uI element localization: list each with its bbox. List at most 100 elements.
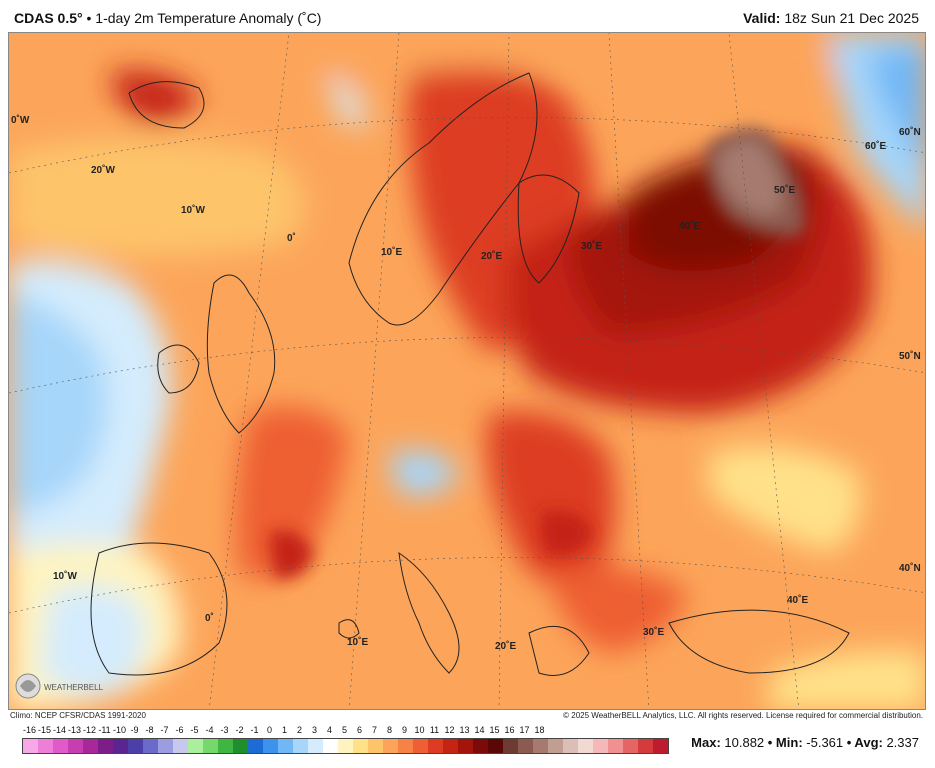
parallel-line: [9, 117, 925, 174]
weatherbell-logo: WEATHERBELL: [12, 668, 108, 704]
colorbar-tick-label: -7: [160, 725, 169, 735]
colorbar-swatch: [278, 739, 293, 753]
colorbar-tick-label: -13: [67, 725, 82, 735]
colorbar-tick-label: 5: [341, 725, 348, 735]
colorbar-swatch: [518, 739, 533, 753]
copyright-notice: © 2025 WeatherBELL Analytics, LLC. All r…: [563, 711, 923, 720]
colorbar-tick-label: 14: [474, 725, 485, 735]
lon-label: 30˚E: [581, 240, 602, 252]
colorbar-tick-label: 9: [401, 725, 408, 735]
parallel-line: [9, 337, 925, 394]
colorbar-swatch: [653, 739, 668, 753]
colorbar-tick-label: -8: [145, 725, 154, 735]
colorbar-tick-label: -12: [82, 725, 97, 735]
climo-credit: Climo: NCEP CFSR/CDAS 1991-2020: [10, 711, 146, 720]
colorbar-tick-label: -2: [235, 725, 244, 735]
colorbar-swatch: [38, 739, 53, 753]
iceland-outline: [128, 81, 205, 129]
colorbar-tick-label: -11: [98, 725, 111, 735]
colorbar-tick-label: 17: [519, 725, 530, 735]
parallel-line: [9, 557, 925, 614]
scandinavia-outline: [348, 72, 538, 326]
svg-text:WEATHERBELL: WEATHERBELL: [44, 683, 104, 692]
finland-outline: [517, 174, 580, 284]
colorbar-tick-label: 2: [296, 725, 303, 735]
lon-label: 0˚W: [11, 114, 30, 126]
colorbar-swatch: [23, 739, 38, 753]
lon-label: 0˚: [287, 232, 296, 244]
colorbar-tick-label: 0: [266, 725, 273, 735]
colorbar-swatch: [233, 739, 248, 753]
field-stats: Max: 10.882 • Min: -5.361 • Avg: 2.337: [691, 735, 919, 750]
colorbar-tick-label: -4: [205, 725, 214, 735]
graticule-labels: 0˚W 20˚W 10˚W 0˚ 10˚E 20˚E 30˚E 40˚E 50˚…: [11, 114, 921, 652]
colorbar-tick-label: -1: [250, 725, 259, 735]
black-sea-outline: [668, 609, 850, 674]
colorbar-tick-label: -14: [52, 725, 67, 735]
graticule: [9, 33, 925, 709]
max-label: Max:: [691, 735, 721, 750]
colorbar-swatch: [323, 739, 338, 753]
lat-label: 60˚N: [899, 126, 921, 138]
min-label: • Min:: [764, 735, 803, 750]
colorbar-swatch: [488, 739, 503, 753]
header: CDAS 0.5° • 1-day 2m Temperature Anomaly…: [0, 0, 935, 34]
colorbar-swatch: [203, 739, 218, 753]
colorbar-swatch: [173, 739, 188, 753]
colorbar-swatch: [623, 739, 638, 753]
colorbar-tick-label: 16: [504, 725, 515, 735]
lon-label: 0˚: [205, 612, 214, 624]
lat-label: 50˚N: [899, 350, 921, 362]
colorbar-tick-label: 1: [281, 725, 288, 735]
lon-label: 20˚W: [91, 164, 115, 176]
lon-label: 10˚W: [53, 570, 77, 582]
colorbar-swatch: [413, 739, 428, 753]
colorbar-tick-label: 12: [444, 725, 455, 735]
colorbar-swatch: [398, 739, 413, 753]
colorbar-tick-label: 18: [534, 725, 545, 735]
max-value: 10.882: [720, 735, 765, 750]
ireland-outline: [157, 344, 200, 394]
lon-label: 30˚E: [643, 626, 664, 638]
colorbar-tick-label: 10: [414, 725, 425, 735]
anomaly-peak: [269, 127, 805, 579]
britain-outline: [206, 274, 276, 434]
colorbar-tick-label: -9: [130, 725, 139, 735]
colorbar-tick-label: -6: [175, 725, 184, 735]
colorbar-swatch: [263, 739, 278, 753]
colorbar-swatch: [503, 739, 518, 753]
balkans-outline: [528, 625, 590, 676]
lon-label: 10˚E: [381, 246, 402, 258]
product-description: • 1-day 2m Temperature Anomaly (˚C): [82, 10, 322, 26]
colorbar-tick-label: 7: [371, 725, 378, 735]
meridian-line: [498, 33, 510, 709]
colorbar-swatch: [533, 739, 548, 753]
italy-outline: [398, 551, 460, 674]
colorbar-swatch: [638, 739, 653, 753]
colorbar-swatch: [368, 739, 383, 753]
colorbar-swatch: [218, 739, 233, 753]
colorbar-swatch: [428, 739, 443, 753]
lon-label: 20˚E: [481, 250, 502, 262]
colorbar-swatch: [338, 739, 353, 753]
lon-label: 10˚W: [181, 204, 205, 216]
colorbar-swatch: [248, 739, 263, 753]
avg-value: 2.337: [882, 735, 919, 750]
colorbar-swatch: [308, 739, 323, 753]
colorbar-tick-label: 4: [326, 725, 333, 735]
corsica-outline: [338, 619, 360, 639]
colorbar-swatch: [293, 739, 308, 753]
lon-label: 60˚E: [865, 140, 886, 152]
colorbar-tick-label: 15: [489, 725, 500, 735]
colorbar: [22, 738, 669, 754]
colorbar-swatch: [593, 739, 608, 753]
lon-label: 10˚E: [347, 636, 368, 648]
valid-time-value: 18z Sun 21 Dec 2025: [780, 10, 919, 26]
colorbar-swatch: [443, 739, 458, 753]
lat-label: 40˚N: [899, 562, 921, 574]
valid-label: Valid:: [743, 10, 781, 26]
colorbar-swatch: [143, 739, 158, 753]
colorbar-swatch: [158, 739, 173, 753]
lon-label: 40˚E: [679, 220, 700, 232]
colorbar-tick-label: 11: [429, 725, 440, 735]
